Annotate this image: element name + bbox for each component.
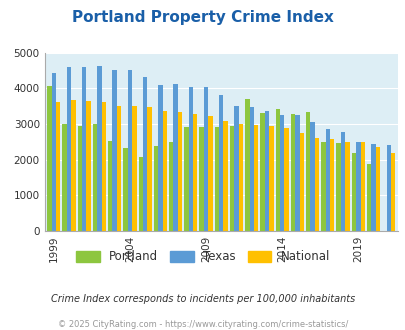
Bar: [386, 146, 390, 231]
Bar: [147, 107, 151, 231]
Bar: [229, 125, 234, 231]
Bar: [62, 124, 67, 231]
Bar: [117, 106, 121, 231]
Bar: [355, 142, 360, 231]
Bar: [199, 127, 203, 231]
Bar: [223, 121, 227, 231]
Bar: [93, 124, 97, 231]
Bar: [128, 70, 132, 231]
Bar: [351, 153, 355, 231]
Bar: [101, 102, 106, 231]
Bar: [299, 133, 303, 231]
Bar: [86, 101, 91, 231]
Bar: [238, 124, 243, 231]
Bar: [177, 112, 182, 231]
Bar: [390, 153, 394, 231]
Bar: [264, 111, 269, 231]
Bar: [371, 145, 375, 231]
Bar: [294, 115, 299, 231]
Bar: [51, 73, 56, 231]
Bar: [329, 139, 334, 231]
Bar: [188, 87, 192, 231]
Bar: [138, 156, 143, 231]
Bar: [208, 116, 212, 231]
Bar: [269, 125, 273, 231]
Text: Portland Property Crime Index: Portland Property Crime Index: [72, 10, 333, 25]
Bar: [340, 132, 344, 231]
Bar: [360, 142, 364, 231]
Bar: [253, 125, 258, 231]
Text: Crime Index corresponds to incidents per 100,000 inhabitants: Crime Index corresponds to incidents per…: [51, 294, 354, 304]
Bar: [245, 99, 249, 231]
Bar: [47, 86, 51, 231]
Bar: [108, 141, 112, 231]
Bar: [158, 85, 162, 231]
Bar: [325, 129, 329, 231]
Bar: [260, 113, 264, 231]
Bar: [219, 95, 223, 231]
Bar: [173, 84, 177, 231]
Bar: [375, 147, 379, 231]
Bar: [123, 148, 128, 231]
Bar: [184, 127, 188, 231]
Bar: [279, 115, 284, 231]
Bar: [97, 66, 101, 231]
Bar: [192, 115, 197, 231]
Bar: [71, 100, 75, 231]
Bar: [112, 70, 117, 231]
Bar: [203, 87, 208, 231]
Bar: [143, 77, 147, 231]
Bar: [162, 111, 166, 231]
Legend: Portland, Texas, National: Portland, Texas, National: [71, 246, 334, 268]
Text: © 2025 CityRating.com - https://www.cityrating.com/crime-statistics/: © 2025 CityRating.com - https://www.city…: [58, 320, 347, 329]
Bar: [82, 67, 86, 231]
Bar: [336, 143, 340, 231]
Bar: [275, 109, 279, 231]
Bar: [320, 142, 325, 231]
Bar: [290, 114, 294, 231]
Bar: [214, 127, 219, 231]
Bar: [310, 122, 314, 231]
Bar: [234, 106, 238, 231]
Bar: [314, 138, 318, 231]
Bar: [153, 146, 158, 231]
Bar: [77, 126, 82, 231]
Bar: [168, 142, 173, 231]
Bar: [344, 142, 349, 231]
Bar: [305, 112, 310, 231]
Bar: [284, 128, 288, 231]
Bar: [366, 164, 371, 231]
Bar: [132, 106, 136, 231]
Bar: [56, 102, 60, 231]
Bar: [249, 107, 253, 231]
Bar: [67, 67, 71, 231]
